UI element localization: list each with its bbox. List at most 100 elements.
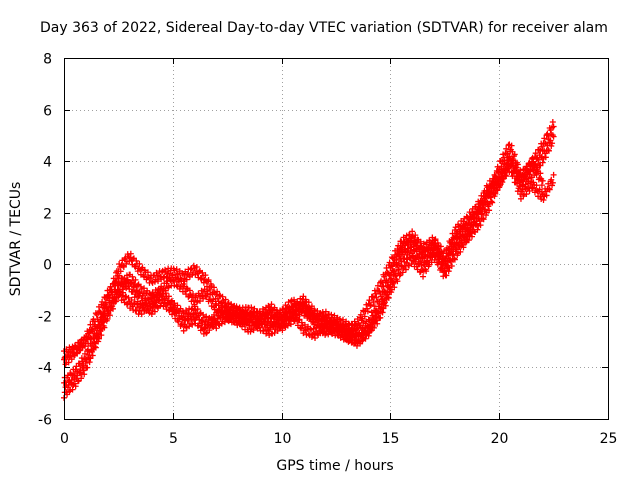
data-point — [210, 284, 217, 291]
data-point — [203, 293, 210, 300]
data-point — [66, 388, 73, 395]
data-point — [539, 177, 546, 184]
data-point — [213, 325, 220, 332]
data-point — [476, 209, 483, 216]
data-point — [190, 290, 197, 297]
data-point — [200, 311, 207, 318]
data-point — [537, 170, 544, 177]
data-point — [434, 245, 441, 252]
data-point — [539, 147, 546, 154]
data-point — [317, 323, 324, 330]
data-point — [183, 276, 190, 283]
data-point — [214, 288, 221, 295]
series-track-4 — [61, 118, 557, 368]
data-point — [500, 154, 507, 161]
data-point — [148, 311, 155, 318]
data-point — [364, 329, 371, 336]
data-point — [367, 327, 374, 334]
data-point — [82, 360, 89, 367]
data-point — [453, 239, 460, 246]
data-point — [431, 240, 438, 247]
data-point — [373, 307, 380, 314]
data-point — [248, 304, 255, 311]
data-point — [167, 301, 174, 308]
x-tick-label: 20 — [491, 431, 509, 447]
series-track-1 — [61, 132, 557, 388]
data-point — [128, 297, 135, 304]
data-point — [462, 239, 469, 246]
data-point — [188, 306, 195, 313]
data-point — [289, 303, 296, 310]
data-point — [119, 292, 126, 299]
data-point — [501, 169, 508, 176]
data-point — [230, 304, 237, 311]
data-point — [417, 243, 424, 250]
data-point — [127, 250, 134, 257]
data-point — [221, 319, 228, 326]
data-point — [173, 282, 180, 289]
y-tick-label: 0 — [43, 258, 52, 274]
data-point — [549, 140, 556, 147]
data-point — [414, 240, 421, 247]
data-point — [308, 303, 315, 310]
data-point — [446, 245, 453, 252]
data-point — [533, 155, 540, 162]
data-point — [470, 219, 477, 226]
data-point — [418, 262, 425, 269]
data-point — [502, 172, 509, 179]
data-point — [203, 313, 210, 320]
data-point — [269, 307, 276, 314]
data-point — [444, 258, 451, 265]
data-point — [194, 306, 201, 313]
data-point — [162, 290, 169, 297]
data-point — [468, 230, 475, 237]
data-point — [206, 327, 213, 334]
y-axis-label: SDTVAR / TECUs — [8, 182, 24, 297]
data-point — [64, 391, 71, 398]
data-point — [173, 266, 180, 273]
data-point — [456, 236, 463, 243]
data-point — [409, 228, 416, 235]
data-point — [353, 342, 360, 349]
data-point — [519, 178, 526, 185]
data-point — [77, 347, 84, 354]
data-point — [193, 264, 200, 271]
data-point — [491, 171, 498, 178]
data-point — [262, 312, 269, 319]
data-point — [465, 237, 472, 244]
data-point — [165, 284, 172, 291]
chart-title: Day 363 of 2022, Sidereal Day-to-day VTE… — [40, 20, 608, 36]
data-point — [175, 318, 182, 325]
data-point — [395, 255, 402, 262]
data-point — [541, 135, 548, 142]
data-point — [222, 296, 229, 303]
grid — [64, 58, 608, 419]
data-point — [172, 310, 179, 317]
data-point — [464, 224, 471, 231]
data-point — [437, 250, 444, 257]
data-point — [482, 212, 489, 219]
data-point — [378, 293, 385, 300]
data-point — [489, 199, 496, 206]
data-point — [451, 256, 458, 263]
x-tick-label: 5 — [169, 431, 178, 447]
data-point — [95, 335, 102, 342]
data-point — [170, 304, 177, 311]
data-point — [409, 252, 416, 259]
data-point — [178, 278, 185, 285]
data-point — [298, 319, 305, 326]
data-point — [132, 276, 139, 283]
data-point — [538, 143, 545, 150]
data-point — [85, 334, 92, 341]
data-point — [193, 299, 200, 306]
data-point — [338, 324, 345, 331]
data-point — [548, 131, 555, 138]
data-point — [187, 266, 194, 273]
data-point — [144, 269, 151, 276]
data-point — [180, 327, 187, 334]
data-point — [539, 159, 546, 166]
data-point — [177, 305, 184, 312]
data-point — [514, 168, 521, 175]
data-point — [530, 158, 537, 165]
